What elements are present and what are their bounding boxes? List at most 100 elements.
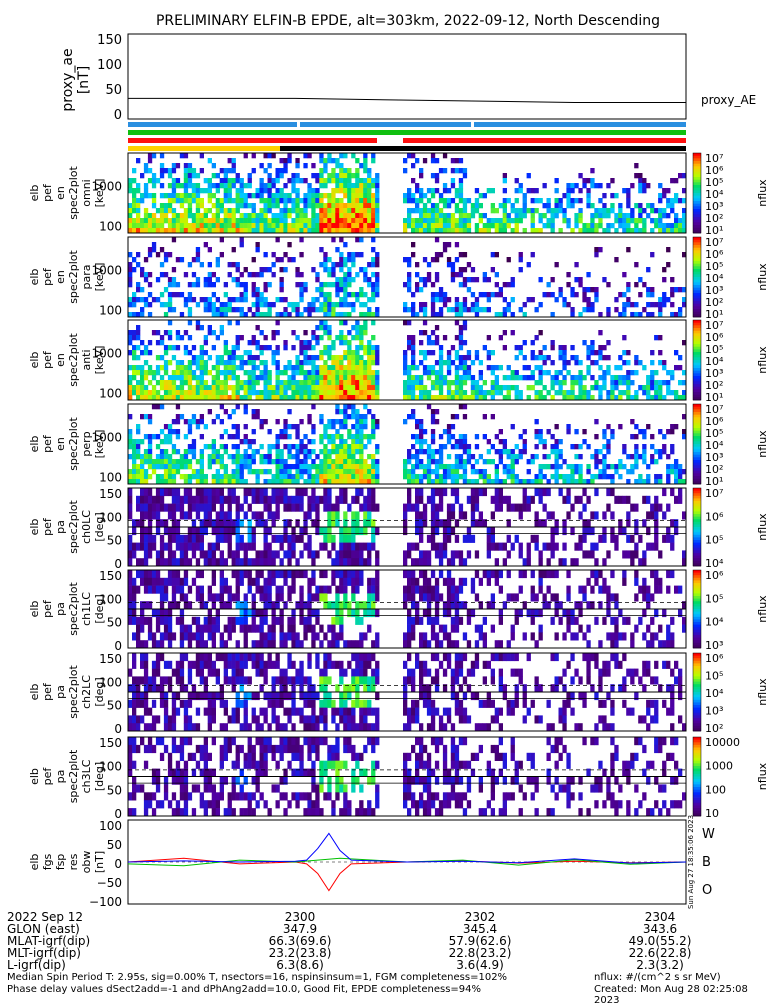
heatmap-cell [535, 188, 539, 193]
heatmap-cell [467, 287, 471, 292]
heatmap-cell [355, 419, 359, 424]
heatmap-cell [220, 355, 224, 360]
heatmap-cell [610, 203, 614, 208]
heatmap-cell [578, 464, 582, 469]
heatmap-cell [236, 188, 240, 193]
heatmap-cell [347, 504, 351, 512]
heatmap-cell [642, 307, 646, 312]
heatmap-cell [347, 188, 351, 193]
heatmap-cell [519, 218, 523, 223]
heatmap-cell [523, 375, 527, 380]
heatmap-cell [439, 292, 443, 297]
heatmap-cell [323, 370, 327, 375]
heatmap-cell [531, 297, 535, 302]
heatmap-cell [347, 252, 351, 257]
heatmap-cell [411, 380, 415, 385]
heatmap-cell [423, 449, 427, 454]
heatmap-cell [335, 365, 339, 370]
heatmap-cell [307, 469, 311, 474]
heatmap-cell [323, 297, 327, 302]
heatmap-cell [184, 213, 188, 218]
heatmap-cell [351, 335, 355, 340]
heatmap-cell [463, 277, 467, 282]
heatmap-cell [132, 469, 136, 474]
heatmap-cell [156, 390, 160, 395]
heatmap-cell [176, 198, 180, 203]
heatmap-cell [467, 459, 471, 464]
heatmap-cell [403, 218, 407, 223]
heatmap-cell [240, 183, 244, 188]
heatmap-cell [252, 385, 256, 390]
heatmap-cell [264, 578, 268, 586]
heatmap-cell [363, 380, 367, 385]
heatmap-cell [435, 213, 439, 218]
heatmap-cell [646, 496, 650, 504]
heatmap-cell [359, 208, 363, 213]
heatmap-cell [192, 375, 196, 380]
heatmap-cell [323, 424, 327, 429]
heatmap-cell [403, 350, 407, 355]
heatmap-cell [602, 454, 606, 459]
heatmap-cell [132, 578, 136, 586]
heatmap-cell [471, 302, 475, 307]
heatmap-cell [236, 198, 240, 203]
heatmap-cell [363, 277, 367, 282]
heatmap-cell [475, 198, 479, 203]
heatmap-cell [224, 511, 228, 519]
heatmap-cell [403, 320, 407, 325]
heatmap-cell [339, 223, 343, 228]
heatmap-cell [299, 385, 303, 390]
heatmap-cell [658, 449, 662, 454]
proxy-ae-legend: proxy_AE [701, 93, 756, 107]
heatmap-cell [535, 444, 539, 449]
heatmap-cell [419, 449, 423, 454]
heatmap-cell [307, 345, 311, 350]
heatmap-cell [435, 543, 439, 551]
heatmap-cell [646, 183, 650, 188]
heatmap-cell [495, 449, 499, 454]
heatmap-cell [606, 504, 610, 512]
heatmap-cell [471, 267, 475, 272]
heatmap-cell [515, 355, 519, 360]
heatmap-cell [455, 444, 459, 449]
heatmap-cell [244, 424, 248, 429]
heatmap-cell [204, 625, 208, 633]
heatmap-cell [172, 307, 176, 312]
heatmap-cell [172, 390, 176, 395]
heatmap-cell [319, 469, 323, 474]
heatmap-cell [291, 535, 295, 543]
spec-anti-ylabel-line: en [54, 353, 67, 367]
heatmap-cell [276, 511, 280, 519]
heatmap-cell [280, 464, 284, 469]
heatmap-cell [323, 158, 327, 163]
heatmap-cell [204, 297, 208, 302]
heatmap-cell [515, 535, 519, 543]
heatmap-cell [180, 504, 184, 512]
heatmap-cell [606, 464, 610, 469]
heatmap-cell [463, 434, 467, 439]
heatmap-cell [188, 168, 192, 173]
heatmap-cell [204, 302, 208, 307]
heatmap-cell [212, 439, 216, 444]
heatmap-cell [264, 223, 268, 228]
heatmap-cell [439, 193, 443, 198]
heatmap-cell [180, 625, 184, 633]
heatmap-cell [252, 257, 256, 262]
heatmap-cell [283, 168, 287, 173]
heatmap-cell [562, 213, 566, 218]
heatmap-cell [455, 297, 459, 302]
heatmap-cell [315, 504, 319, 512]
heatmap-cell [232, 424, 236, 429]
heatmap-cell [555, 424, 559, 429]
heatmap-cell [240, 365, 244, 370]
heatmap-cell [582, 375, 586, 380]
heatmap-cell [236, 267, 240, 272]
heatmap-cell [487, 449, 491, 454]
colorbar-segment [693, 501, 701, 504]
heatmap-cell [555, 449, 559, 454]
heatmap-cell [164, 625, 168, 633]
heatmap-cell [140, 414, 144, 419]
heatmap-cell [463, 535, 467, 543]
heatmap-cell [471, 511, 475, 519]
heatmap-cell [626, 370, 630, 375]
